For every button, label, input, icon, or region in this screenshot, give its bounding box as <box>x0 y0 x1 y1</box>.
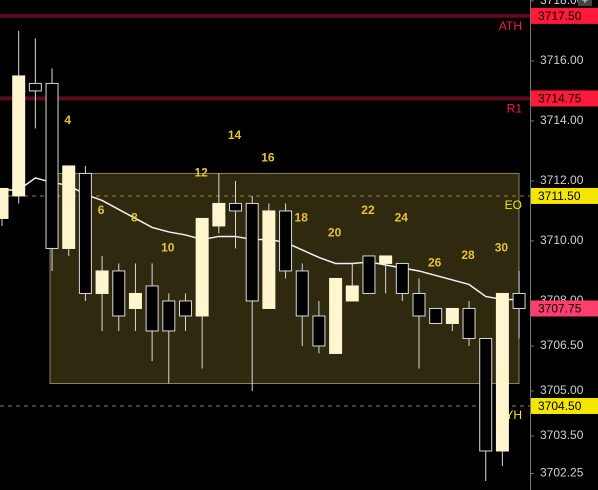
price-tag-label: 3711.50 <box>538 189 581 203</box>
y-tick-label: 3716.00 <box>540 53 584 67</box>
candle-label: 24 <box>395 211 409 225</box>
candle-body <box>412 292 426 317</box>
price-tag-label: 3714.75 <box>538 92 582 106</box>
level-name: ATH <box>499 19 522 33</box>
price-tag <box>531 7 598 24</box>
y-tick-label: 3712.00 <box>540 173 584 187</box>
candle-body <box>262 210 276 309</box>
candle-body <box>78 172 92 294</box>
level-name: R1 <box>507 102 523 116</box>
y-tick-label: 3714.00 <box>540 113 584 127</box>
candle-label: 30 <box>495 241 509 255</box>
candle-body <box>362 255 376 294</box>
candle-label: 28 <box>461 248 475 262</box>
y-tick-label: 3703.50 <box>540 428 584 442</box>
candle-body <box>0 187 9 219</box>
price-tag-label: 3707.75 <box>538 302 582 316</box>
candle-label: 22 <box>361 203 375 217</box>
level-name: YH <box>505 408 522 422</box>
candle-label: 4 <box>64 113 71 127</box>
candle-body <box>28 82 42 92</box>
candle-body <box>295 270 309 317</box>
candle-body <box>229 202 243 212</box>
price-tag-label: 3704.50 <box>538 399 582 413</box>
y-tick-label: 3705.00 <box>540 383 584 397</box>
candle-body <box>12 75 26 197</box>
candle-body <box>162 300 176 332</box>
candle-body <box>112 270 126 317</box>
y-tick-label: 3702.25 <box>540 466 584 480</box>
candle-label: 6 <box>98 203 105 217</box>
price-tag <box>531 187 598 204</box>
candle-label: 26 <box>428 256 442 270</box>
candle-body <box>379 255 393 264</box>
price-tag <box>531 300 598 317</box>
zoom-icon <box>582 0 588 3</box>
candle-body <box>45 82 59 249</box>
price-tag <box>531 90 598 107</box>
candle-body <box>145 285 159 332</box>
candle-body <box>345 285 359 302</box>
price-tag <box>531 397 598 414</box>
candle-body <box>62 165 76 249</box>
candle-body <box>312 315 326 347</box>
candle-body <box>212 202 226 227</box>
candle-body <box>195 217 209 317</box>
candle-label: 8 <box>131 211 138 225</box>
candle-label: 12 <box>194 166 208 180</box>
candle-body <box>245 202 259 302</box>
candle-body <box>329 277 343 354</box>
candle-body <box>178 300 192 317</box>
candle-body <box>479 337 493 452</box>
value-area <box>49 172 520 384</box>
candle-body <box>429 307 443 324</box>
candle-body <box>279 210 293 272</box>
candle-label: 18 <box>295 211 309 225</box>
price-tag-label: 3717.50 <box>538 9 582 23</box>
y-tick-label: 3710.00 <box>540 233 584 247</box>
candle-body <box>95 270 109 294</box>
candle-body <box>462 307 476 339</box>
y-tick-label: 3718.00 <box>540 0 584 7</box>
candle-label: 10 <box>161 241 175 255</box>
candle-body <box>445 307 459 324</box>
candle-label: 14 <box>228 128 242 142</box>
price-axis: 3718.003716.003714.003712.003710.003708.… <box>530 0 598 480</box>
candle-body <box>512 292 526 309</box>
candle-label: 20 <box>328 226 342 240</box>
candle-label: 16 <box>261 151 275 165</box>
candle-body <box>395 262 409 294</box>
plot-area: ATH R1 EO YH 4 6 8 10 12 14 16 18 20 22 24 26 28 30 <box>0 13 530 481</box>
level-name: EO <box>505 198 522 212</box>
candle-body <box>495 292 509 452</box>
y-tick-label: 3706.50 <box>540 338 584 352</box>
candle-body <box>128 292 142 309</box>
